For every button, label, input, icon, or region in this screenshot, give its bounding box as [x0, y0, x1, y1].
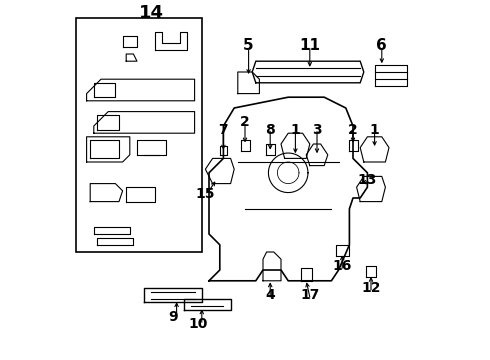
Text: 1: 1 [370, 123, 379, 136]
Text: 17: 17 [300, 288, 319, 302]
Text: 12: 12 [361, 281, 381, 295]
Text: 9: 9 [168, 310, 178, 324]
Text: 16: 16 [333, 260, 352, 273]
Text: 8: 8 [265, 123, 275, 136]
Text: 11: 11 [299, 37, 320, 53]
Text: 14: 14 [139, 4, 164, 22]
Text: 6: 6 [376, 37, 387, 53]
Text: 13: 13 [358, 173, 377, 187]
Text: 2: 2 [348, 123, 358, 136]
Text: 2: 2 [240, 116, 250, 129]
Text: 1: 1 [291, 123, 300, 136]
Text: 3: 3 [312, 123, 322, 136]
Text: 15: 15 [196, 188, 215, 201]
Text: 10: 10 [189, 317, 208, 331]
Text: 5: 5 [244, 37, 254, 53]
Text: 4: 4 [265, 288, 275, 302]
Text: 7: 7 [219, 123, 228, 136]
